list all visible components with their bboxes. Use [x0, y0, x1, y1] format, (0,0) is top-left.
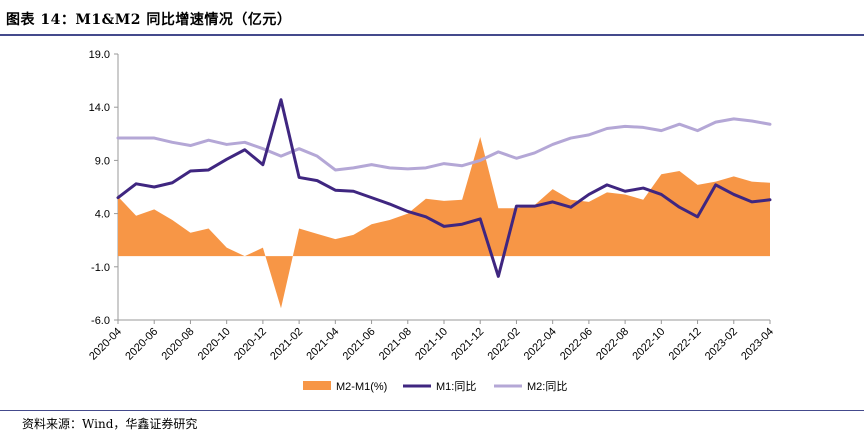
legend-label: M2:同比 — [527, 380, 567, 393]
m2-line-series — [116, 117, 772, 172]
x-tick-label: 2020-12 — [232, 326, 269, 363]
x-axis: 2020-04 2020-06 2020-08 2020-10 2020-12 2021-… — [87, 319, 776, 363]
y-tick-label: -1.0 — [91, 262, 110, 274]
source-note: 资料来源：Wind，华鑫证券研究 — [22, 417, 198, 431]
legend: M2-M1(%) M1:同比 M2:同比 — [303, 380, 567, 393]
m1-line-series — [116, 98, 772, 278]
footer-rule — [0, 410, 864, 411]
y-tick-label: 19.0 — [89, 49, 110, 61]
y-tick-label: -6.0 — [91, 315, 110, 327]
chart-title: 图表 14：M1&M2 同比增速情况（亿元） — [6, 12, 292, 28]
y-tick-label: 9.0 — [95, 155, 110, 167]
x-tick-label: 2023-02 — [703, 326, 740, 363]
m2m1-area — [118, 136, 770, 309]
x-tick-label: 2022-02 — [486, 326, 523, 363]
x-tick-label: 2021-04 — [304, 326, 341, 363]
x-tick-label: 2020-06 — [123, 326, 160, 363]
y-axis: 19.0 14.0 9.0 4.0 -1.0 -6.0 — [89, 49, 119, 327]
y-tick-label: 14.0 — [89, 102, 110, 114]
m2m1-area-series — [118, 136, 770, 309]
x-tick-label: 2020-10 — [196, 326, 233, 363]
chart-area: 19.014.09.04.0-1.0-6.0 2020-04 2020-06 202… — [87, 49, 776, 393]
x-tick-label: 2022-12 — [667, 326, 704, 363]
x-tick-label: 2021-10 — [413, 326, 450, 363]
x-tick-label: 2021-02 — [268, 326, 305, 363]
x-tick-label: 2022-04 — [522, 326, 559, 363]
y-tick-label: 4.0 — [95, 209, 110, 221]
legend-swatch-area — [303, 381, 331, 390]
x-tick-label: 2020-04 — [87, 326, 124, 363]
legend-label: M1:同比 — [436, 380, 476, 393]
x-tick-label: 2020-08 — [160, 326, 197, 363]
m1-line — [116, 98, 772, 278]
x-tick-label: 2021-12 — [449, 326, 486, 363]
x-tick-label: 2021-08 — [377, 326, 414, 363]
m2-line — [116, 117, 772, 172]
x-tick-label: 2023-04 — [739, 326, 776, 363]
x-tick-label: 2022-06 — [558, 326, 595, 363]
x-tick-label: 2022-08 — [594, 326, 631, 363]
legend-label: M2-M1(%) — [336, 381, 387, 393]
x-tick-label: 2022-10 — [630, 326, 667, 363]
title-rule — [0, 34, 864, 36]
x-tick-label: 2021-06 — [341, 326, 378, 363]
